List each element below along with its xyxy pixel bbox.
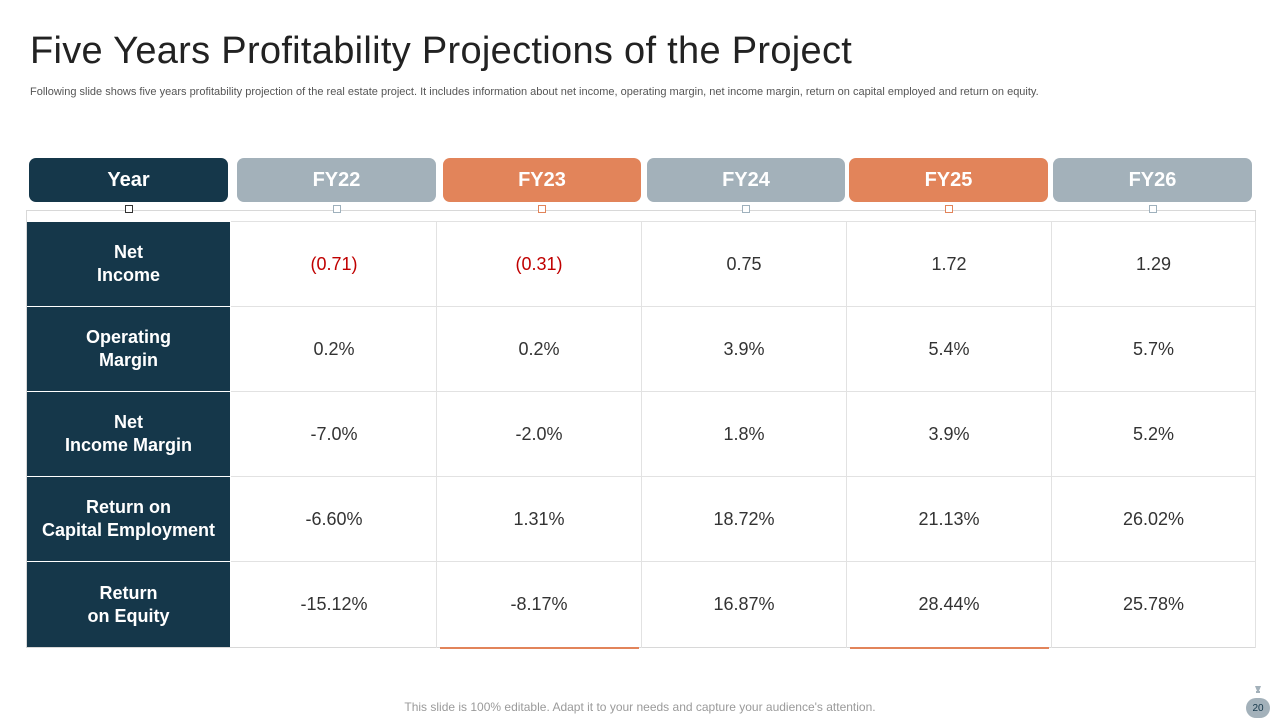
- table-cell: 1.8%: [723, 423, 765, 444]
- table-cell: 5.2%: [1132, 423, 1175, 444]
- table-cell: 1.29: [1135, 253, 1172, 274]
- table-cell: 0.2%: [313, 338, 355, 359]
- grid-line: [231, 476, 1255, 477]
- row-label-return-on-capital: Return on Capital Employment: [27, 477, 230, 561]
- slide-title: Five Years Profitability Projections of …: [30, 30, 853, 72]
- table-cell: 25.78%: [1122, 593, 1185, 614]
- footer-note: This slide is 100% editable. Adapt it to…: [404, 700, 876, 714]
- table-cell: 26.02%: [1122, 508, 1185, 529]
- header-fy23: FY23: [443, 158, 641, 202]
- table-cell: 28.44%: [918, 593, 980, 614]
- row-label-return-on-equity: Return on Equity: [27, 562, 230, 647]
- row-label-line: Income: [96, 265, 161, 285]
- header-year: Year: [29, 158, 228, 202]
- table-cell: -8.17%: [510, 593, 568, 614]
- slide-subtitle: Following slide shows five years profita…: [30, 86, 1039, 98]
- table-cell: 18.72%: [713, 508, 775, 529]
- grid-line: [641, 221, 642, 648]
- table-cell: 21.13%: [918, 508, 980, 529]
- header-fy22: FY22: [237, 158, 436, 202]
- grid-line: [436, 221, 437, 648]
- table-cell: 3.9%: [928, 423, 970, 444]
- table-cell: 1.31%: [513, 508, 565, 529]
- table-cell: -2.0%: [515, 423, 563, 444]
- row-label-line: Return: [99, 582, 158, 603]
- table-cell: 5.7%: [1132, 338, 1175, 359]
- column-marker: [945, 205, 953, 213]
- row-label-line: Margin: [98, 350, 158, 370]
- grid-line: [1051, 221, 1052, 648]
- row-label-line: Net: [113, 412, 143, 432]
- table-cell: (0.31): [515, 253, 563, 274]
- row-label-line: Operating: [85, 327, 171, 347]
- header-fy25: FY25: [849, 158, 1048, 202]
- table-cell: (0.71): [310, 253, 358, 274]
- grid-line: [846, 221, 847, 648]
- table-cell: -6.60%: [305, 508, 363, 529]
- table-cell: 16.87%: [713, 593, 775, 614]
- column-accent-fy25: [850, 647, 1049, 649]
- grid-line: [231, 221, 1255, 222]
- row-label-operating-margin: Operating Margin: [27, 307, 230, 391]
- row-label-net-income-margin: Net Income Margin: [27, 392, 230, 476]
- table-cell: -15.12%: [300, 593, 368, 614]
- row-label-line: Income Margin: [64, 435, 193, 455]
- column-marker: [742, 205, 750, 213]
- money-bag-icon: [1255, 686, 1261, 693]
- column-marker: [1149, 205, 1157, 213]
- table-header-row: Year FY22 FY23 FY24 FY25 FY26: [29, 158, 1253, 202]
- grid-line: [231, 306, 1255, 307]
- header-fy24: FY24: [647, 158, 845, 202]
- column-accent-fy23: [440, 647, 639, 649]
- column-marker: [125, 205, 133, 213]
- grid-line: [231, 391, 1255, 392]
- row-label-net-income: Net Income: [27, 222, 230, 306]
- table-cell: 0.75: [726, 253, 762, 274]
- header-fy26: FY26: [1053, 158, 1252, 202]
- grid-line: [1255, 221, 1256, 648]
- row-label-line: Return on: [86, 497, 171, 517]
- row-label-line: Net: [113, 242, 143, 262]
- grid-line: [231, 561, 1255, 562]
- table-cell: -7.0%: [310, 423, 358, 444]
- row-label-line: on Equity: [87, 605, 170, 626]
- table-cell: 1.72: [931, 253, 967, 274]
- page-number: 20: [1246, 698, 1270, 718]
- row-label-line: Capital Employment: [41, 520, 216, 540]
- column-marker: [333, 205, 341, 213]
- table-cell: 5.4%: [928, 338, 970, 359]
- table-cell: 3.9%: [723, 338, 765, 359]
- table-cell: 0.2%: [518, 338, 560, 359]
- column-marker: [538, 205, 546, 213]
